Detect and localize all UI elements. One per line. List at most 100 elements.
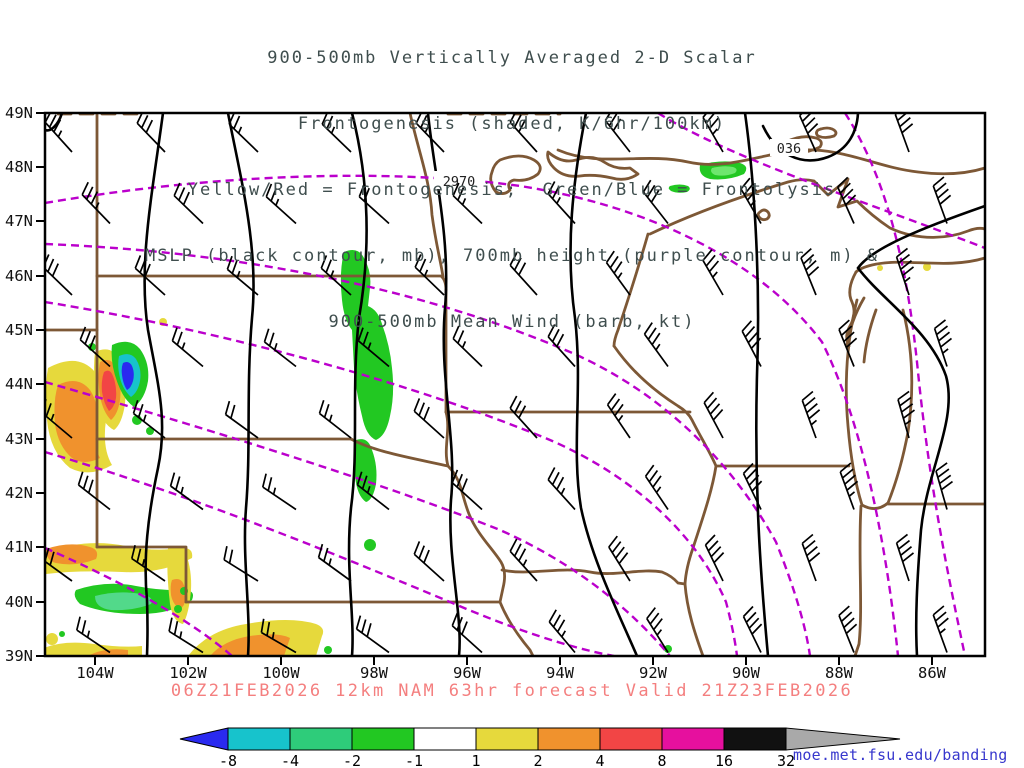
colorbar-segment	[351, 727, 415, 751]
colorbar-tick-label: -8	[219, 752, 237, 768]
contour-label-bg	[770, 139, 808, 156]
wind-barb	[547, 467, 576, 511]
colorbar-tick-label: 8	[657, 752, 666, 768]
wind-barb	[173, 182, 204, 225]
lat-tick-label: 47N	[5, 212, 33, 230]
shaded-spot	[364, 539, 376, 551]
border-path	[95, 545, 188, 604]
wind-barb	[130, 544, 166, 582]
lat-tick-label: 41N	[5, 538, 33, 556]
wind-barb	[320, 255, 352, 296]
wind-barb	[132, 399, 166, 439]
border-path	[756, 208, 771, 222]
colorbar-right-arrow	[785, 727, 901, 751]
wind-barb	[414, 254, 445, 296]
border-path	[612, 344, 718, 656]
shaded-region	[668, 184, 690, 193]
wind-barb	[79, 326, 111, 368]
lat-tick-label: 39N	[5, 647, 33, 665]
wind-barb	[265, 183, 297, 225]
lat-tick-label: 48N	[5, 158, 33, 176]
border-path	[886, 308, 914, 505]
shaded-region	[121, 362, 134, 390]
purple-contour	[45, 380, 671, 656]
wind-barb	[838, 319, 858, 367]
lon-tick-label: 92W	[639, 664, 668, 682]
contour-label-bg	[434, 171, 484, 189]
wind-barb	[703, 391, 724, 439]
wind-barb	[452, 325, 483, 368]
map-layers: 2970 036	[45, 113, 985, 656]
wind-barb	[547, 324, 576, 368]
shaded-region	[95, 592, 152, 611]
contour-label: 2970	[443, 174, 476, 190]
colorbar-tick-label: -1	[405, 752, 423, 768]
wind-barb	[75, 616, 111, 654]
wind-barb	[509, 113, 538, 153]
mslp-contour	[45, 113, 64, 132]
shaded-region	[54, 381, 100, 462]
border-path	[408, 113, 445, 279]
shaded-spot	[46, 633, 58, 645]
wind-barb	[547, 181, 576, 225]
colorbar-segment	[289, 727, 353, 751]
wind-barb	[223, 546, 259, 582]
wind-barb	[644, 464, 669, 510]
border-path	[612, 232, 650, 348]
mslp-contour	[347, 113, 368, 656]
wind-barb	[358, 183, 390, 225]
wind-barb	[226, 255, 259, 296]
title-line: 900-500mb Vertically Averaged 2-D Scalar	[267, 48, 757, 68]
wind-barb	[548, 609, 576, 654]
purple-contour	[45, 300, 739, 656]
colorbar-tick-label: -2	[343, 752, 361, 768]
colorbar: -8 -4 -2 -1 1 2 4 8 16 32	[179, 727, 901, 768]
wind-barb	[77, 471, 111, 511]
wind-barb	[702, 113, 724, 153]
wind-barb	[134, 255, 166, 296]
colorbar-segment	[599, 727, 663, 751]
colorbar-tick-label: 32	[777, 752, 795, 768]
shaded-region	[46, 544, 98, 565]
wind-barb	[932, 605, 949, 653]
wind-barb	[45, 547, 73, 582]
wind-barb	[606, 393, 631, 439]
border-path	[815, 126, 838, 139]
mslp-contour	[743, 113, 770, 656]
wind-barb	[643, 322, 669, 367]
lat-tick-label: 43N	[5, 430, 33, 448]
border-path	[862, 308, 878, 364]
shaded-spot	[146, 427, 154, 435]
wind-barb	[413, 541, 445, 582]
title-line: MSLP (black contour, mb), 700mb height (…	[144, 246, 880, 266]
wind-barb	[356, 471, 390, 511]
wind-barb	[604, 113, 631, 153]
wind-barb	[451, 469, 483, 511]
credit-link[interactable]: moe.met.fsu.edu/banding	[793, 746, 1008, 764]
border-path	[845, 270, 858, 348]
colorbar-tick-label: 2	[533, 752, 542, 768]
shaded-region	[711, 166, 737, 176]
lat-tick-label: 45N	[5, 321, 33, 339]
wind-barb	[895, 247, 915, 296]
chart-title: 900-500mb Vertically Averaged 2-D Scalar…	[0, 3, 1024, 377]
lon-tick-label: 102W	[169, 664, 207, 682]
wind-barb	[317, 543, 352, 582]
wind-barb	[171, 327, 204, 368]
wind-barb	[355, 615, 390, 654]
colorbar-left-arrow	[179, 727, 229, 751]
forecast-valid-label: 06Z21FEB2026 12km NAM 63hr forecast Vali…	[170, 681, 854, 701]
wind-barb	[894, 113, 914, 153]
wind-barb	[169, 472, 204, 511]
purple-contour	[45, 546, 233, 656]
colorbar-tick-label: -4	[281, 752, 299, 768]
border-path	[500, 568, 687, 586]
wind-barb	[260, 618, 297, 654]
lon-tick-label: 88W	[825, 664, 854, 682]
wind-barb	[646, 607, 669, 653]
wind-barb	[741, 320, 762, 367]
shaded-spot	[923, 263, 931, 271]
mslp-contour	[569, 113, 639, 656]
wind-barb	[801, 533, 821, 582]
wind-barb	[415, 113, 445, 153]
